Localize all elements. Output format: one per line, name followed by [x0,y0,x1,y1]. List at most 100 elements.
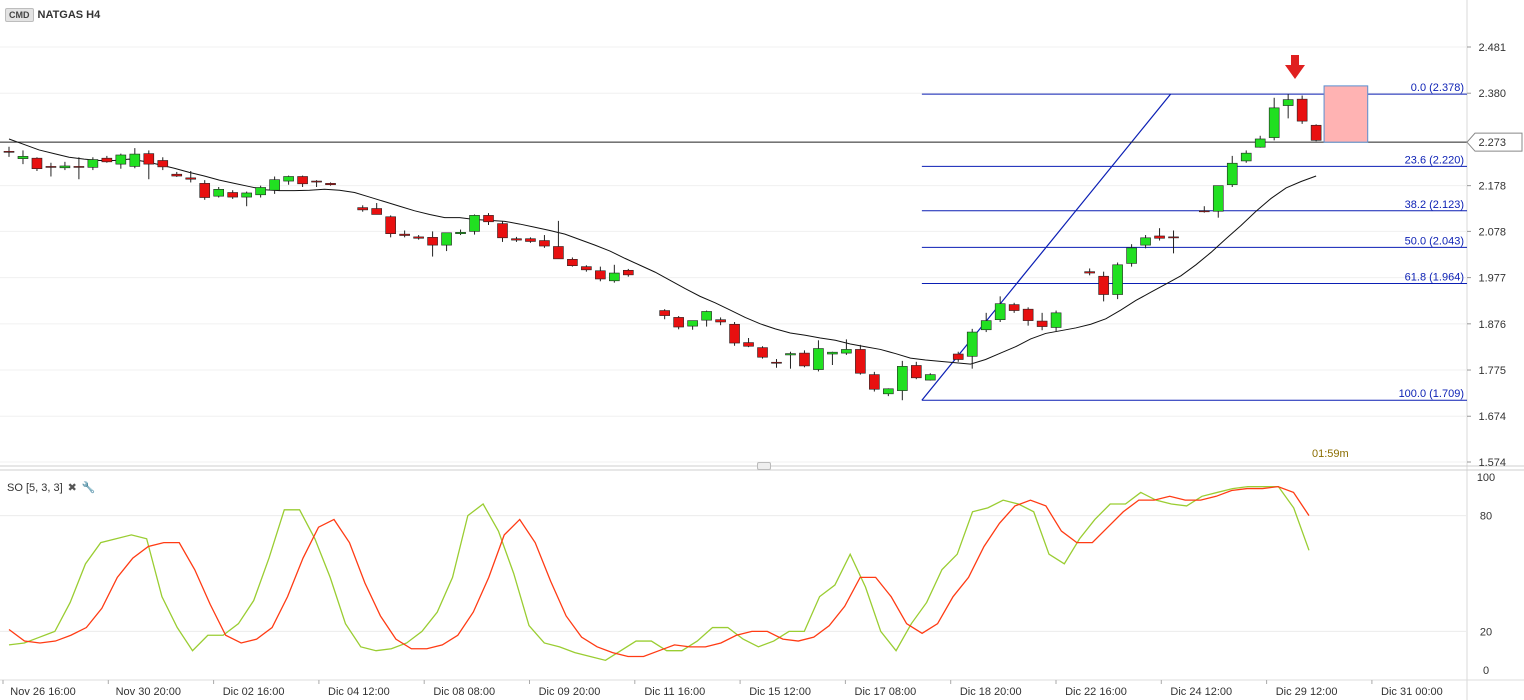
candle-body [910,365,922,379]
candle [539,235,550,248]
candle [1310,124,1322,142]
y-tick-label: 1.775 [1478,365,1506,377]
candle-body [659,310,670,316]
candle [567,257,578,267]
candle-body [385,216,396,234]
candle [45,162,57,177]
candle [1282,94,1294,119]
candle-body [59,165,71,169]
candle-body [1310,124,1322,141]
candlestick-series[interactable] [3,94,1322,401]
x-tick-label: Dic 17 08:00 [855,686,917,698]
candle [1112,262,1123,300]
candle [952,351,964,362]
pane-splitter-handle[interactable] [757,462,771,470]
fib-level-label: 23.6 (2.220) [1405,154,1464,166]
fib-level-label: 100.0 (1.709) [1399,388,1464,400]
y-tick-label: 2.481 [1478,42,1506,54]
candle [255,185,266,198]
candle [455,229,466,236]
x-tick-label: Dic 18 20:00 [960,686,1022,698]
candle-body [1212,185,1224,212]
candle-body [980,320,992,331]
y-tick-label: 2.178 [1478,181,1506,193]
instrument-symbol[interactable]: NATGAS H4 [37,9,101,21]
candle-body [581,266,592,271]
candle-body [311,180,322,183]
candle [157,157,169,171]
candle-body [469,215,480,232]
x-tick-label: Dic 11 16:00 [644,686,705,698]
moving-average-line [8,138,1317,365]
candle-body [483,215,494,223]
fib-trend-line [921,93,1172,401]
candle [511,236,522,242]
close-icon[interactable]: ✖ [67,482,77,494]
candle-body [1296,98,1308,122]
candle [143,150,155,180]
candle-body [357,207,368,211]
candle [497,221,508,242]
candle [1140,235,1151,249]
current-price-label: 2.273 [1478,137,1506,149]
candle-body [701,311,712,321]
x-tick-label: Dic 15 12:00 [749,686,811,698]
wrench-icon[interactable]: 🔧 [81,482,96,494]
candle-body [199,183,211,198]
candle-body [427,237,438,246]
candle [994,296,1006,322]
candle [17,150,29,165]
price-pane [0,0,1467,466]
candle [595,266,606,282]
y-tick-label: 1.977 [1478,273,1506,285]
osc-tick-label: 0 [1483,665,1489,677]
candle-body [525,238,536,242]
candle [673,316,684,330]
candle [1212,185,1224,218]
candle [1050,310,1062,332]
candle-body [325,183,336,186]
x-tick-label: Dic 22 16:00 [1065,686,1127,698]
candle-body [185,177,197,180]
candle [1226,155,1238,188]
candle-body [1008,304,1020,311]
candle [129,148,141,169]
candle [73,157,85,180]
candle-body [441,232,452,246]
candle [757,346,768,359]
candle [1036,312,1048,331]
candle [441,232,452,252]
candle [283,175,294,185]
price-axis: 1.574 1.674 1.775 1.876 1.977 2.078 2.178 2.380… [1466,42,1523,469]
candle [553,220,564,260]
candle [311,180,322,188]
candle-body [799,352,810,367]
candle-body [255,187,266,196]
candle [1126,244,1137,267]
candle-body [157,160,169,168]
candle-body [539,240,550,247]
candle [469,214,480,235]
fibonacci-retracement[interactable]: 0.0 (2.378) 23.6 (2.220) 38.2 (2.123) 50.0 … [0,82,1467,401]
candle [115,153,127,169]
candle [659,309,670,320]
x-tick-label: Nov 30 20:00 [116,686,181,698]
candle-body [1168,236,1179,239]
candle-body [785,353,796,356]
stochastic-oscillator: 0 20 80 100 [0,472,1495,677]
y-tick-label: 2.380 [1478,88,1506,100]
candle-body [1112,264,1123,295]
x-tick-label: Dic 04 12:00 [328,686,390,698]
candle [701,310,712,327]
candle-body [897,366,908,391]
candle-body [455,232,466,234]
candle-body [497,223,508,239]
candle-body [213,188,224,197]
candle-body [609,272,620,282]
candle [185,170,197,183]
candle [227,190,238,199]
candle [87,157,99,171]
candle [371,203,382,215]
candle-body [399,233,410,236]
